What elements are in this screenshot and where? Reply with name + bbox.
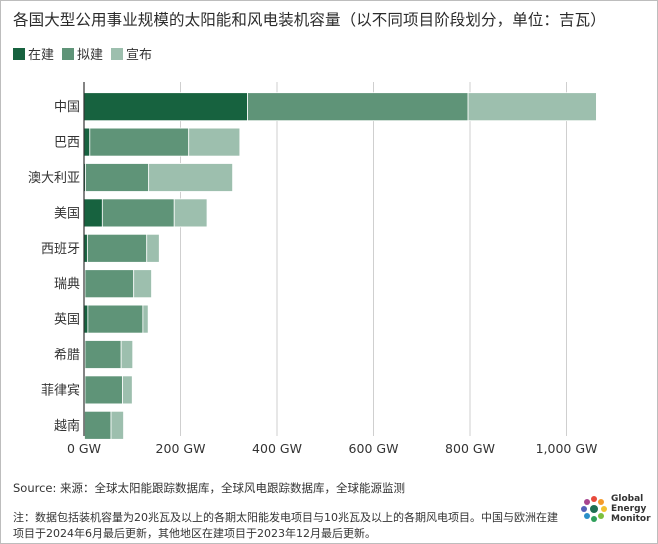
gem-word-2: Energy <box>611 504 647 514</box>
category-label: 西班牙 <box>41 242 80 257</box>
gem-logo-icon <box>581 496 607 522</box>
bar-segment <box>188 127 241 157</box>
category-label: 澳大利亚 <box>28 170 80 186</box>
bar-segment <box>84 340 122 369</box>
bar-segment <box>85 163 150 192</box>
x-tick-label: 400 GW <box>252 441 302 456</box>
bar-segment <box>84 269 135 299</box>
category-label: 希腊 <box>54 348 80 363</box>
bar-segment <box>83 92 248 122</box>
bar-segment <box>110 410 124 440</box>
bar-segment <box>148 163 234 192</box>
legend-swatch-under-construction <box>13 47 25 60</box>
bar-segment <box>84 410 112 440</box>
bar-segment <box>247 92 469 122</box>
bar-segment <box>120 340 134 369</box>
category-label: 越南 <box>54 418 80 434</box>
bar-segment <box>101 198 175 228</box>
bar-segment <box>146 233 160 263</box>
legend-label-under-construction: 在建 <box>28 48 55 63</box>
footnote: 注：数据包括装机容量为20兆瓦及以上的各期太阳能发电项目与10兆瓦及以上的各期风… <box>13 510 573 541</box>
legend-label-announced: 宣布 <box>126 48 153 63</box>
bar-segment <box>122 375 133 405</box>
bar-segment <box>86 233 148 263</box>
gem-wordmark: Global Energy Monitor <box>611 494 651 524</box>
legend-item-under-construction: 在建 <box>13 44 54 63</box>
category-label: 菲律宾 <box>41 382 80 398</box>
x-tick-label: 600 GW <box>349 441 399 456</box>
legend-item-announced: 宣布 <box>111 44 152 63</box>
bar-segment <box>173 198 208 228</box>
bar-segment <box>467 92 597 122</box>
legend-item-planned: 拟建 <box>62 44 103 63</box>
category-label: 英国 <box>54 313 80 328</box>
category-label: 美国 <box>54 206 80 221</box>
x-tick-label: 1,000 GW <box>536 441 598 456</box>
bar-segment <box>87 304 144 334</box>
footnote-line-2: 项目于2024年6月最后更新，其他地区在建项目于2023年12月最后更新。 <box>13 526 376 540</box>
legend: 在建 拟建 宣布 <box>13 44 160 63</box>
legend-swatch-planned <box>62 47 75 60</box>
gem-word-3: Monitor <box>611 514 651 524</box>
bar-segment <box>142 304 149 334</box>
bar-segment <box>89 127 190 157</box>
footnote-line-1: 注：数据包括装机容量为20兆瓦及以上的各期太阳能发电项目与10兆瓦及以上的各期风… <box>13 511 558 524</box>
x-tick-label: 800 GW <box>445 441 495 456</box>
source-text: Source: 来源：全球太阳能跟踪数据库，全球风电跟踪数据库，全球能源监测 <box>13 481 406 495</box>
bar-segment <box>84 375 123 405</box>
gem-brand: Global Energy Monitor <box>580 494 651 524</box>
category-label: 中国 <box>54 100 80 115</box>
chart-title: 各国大型公用事业规模的太阳能和风电装机容量（以不同项目阶段划分，单位：吉瓦） <box>13 11 606 29</box>
gem-word-1: Global <box>611 494 644 504</box>
legend-label-planned: 拟建 <box>77 48 104 63</box>
bar-segment <box>83 198 103 228</box>
category-label: 巴西 <box>54 136 80 151</box>
bar-segment <box>83 127 91 157</box>
category-label: 瑞典 <box>54 277 80 292</box>
legend-swatch-announced <box>111 47 124 60</box>
x-tick-label: 200 GW <box>156 441 206 456</box>
x-tick-label: 0 GW <box>67 441 101 456</box>
bar-segment <box>133 269 152 299</box>
